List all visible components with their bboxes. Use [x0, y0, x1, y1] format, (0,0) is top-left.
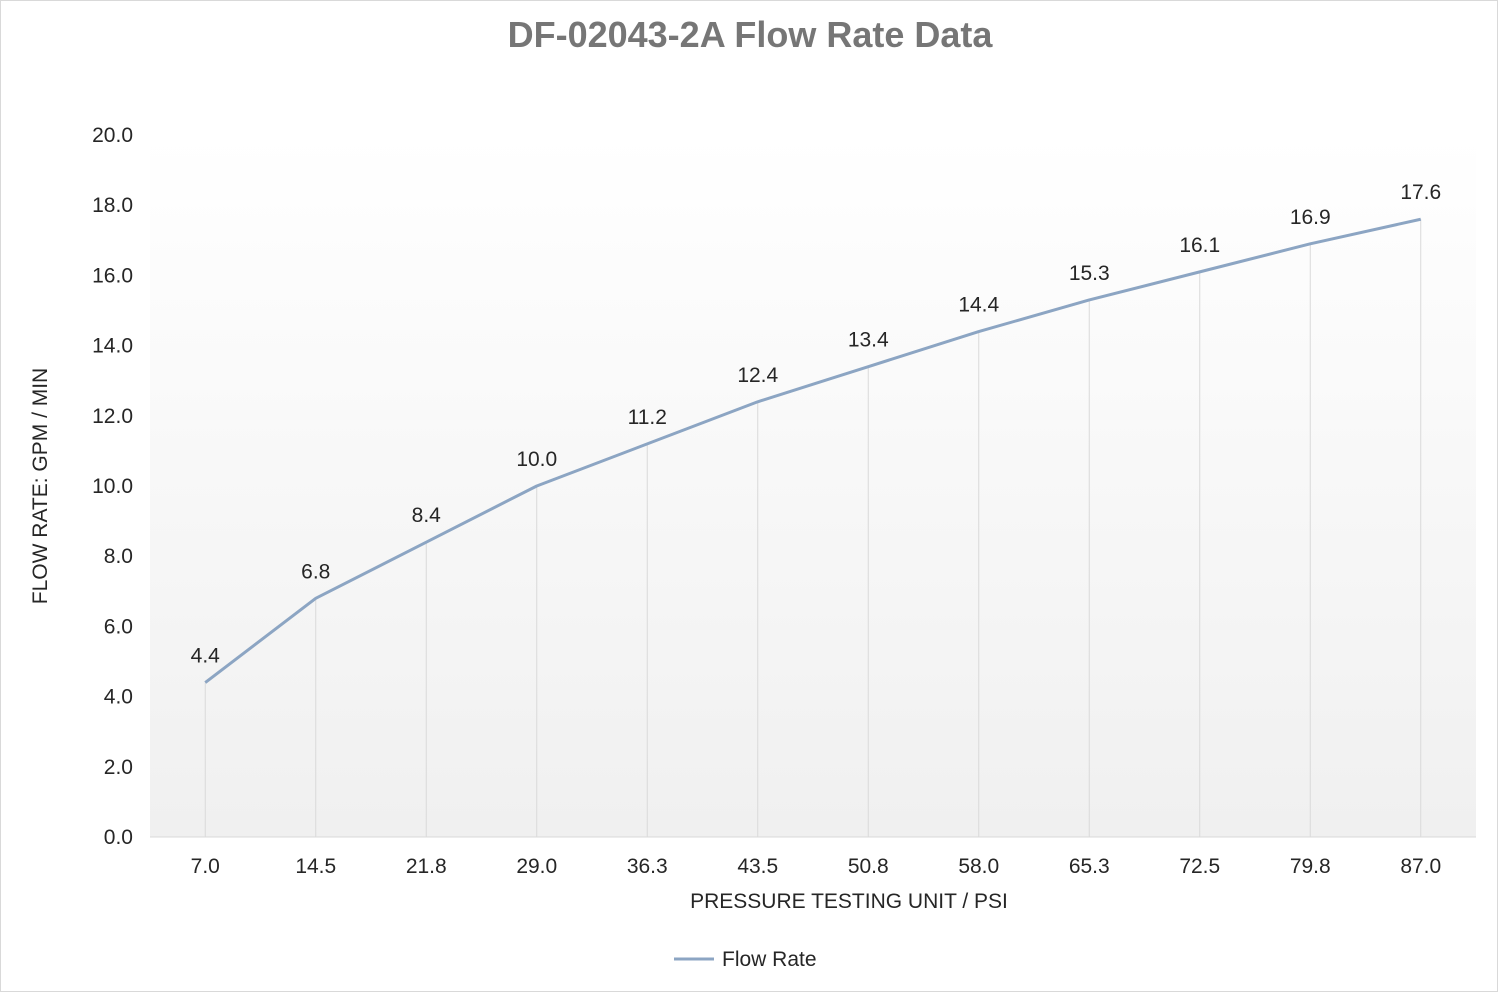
y-tick-label: 4.0 [104, 686, 133, 709]
y-tick-label: 8.0 [104, 545, 133, 568]
x-tick-label: 21.8 [406, 855, 447, 878]
data-label: 17.6 [1400, 181, 1441, 204]
data-label: 12.4 [737, 364, 778, 387]
data-label: 6.8 [301, 560, 330, 583]
y-tick-label: 14.0 [92, 335, 133, 358]
data-label: 16.1 [1179, 234, 1220, 257]
x-tick-label: 58.0 [958, 855, 999, 878]
x-tick-label: 14.5 [295, 855, 336, 878]
data-label: 16.9 [1290, 206, 1331, 229]
x-tick-label: 43.5 [737, 855, 778, 878]
plot-area [150, 135, 1476, 837]
data-label: 15.3 [1069, 262, 1110, 285]
data-label: 13.4 [848, 329, 889, 352]
data-label: 4.4 [191, 645, 221, 668]
legend-label-flow-rate: Flow Rate [722, 948, 817, 971]
data-label: 14.4 [958, 294, 999, 317]
x-tick-label: 36.3 [627, 855, 668, 878]
series-line-flow-rate [204, 217, 1422, 684]
x-tick-label: 29.0 [516, 855, 557, 878]
x-tick-label: 87.0 [1400, 855, 1441, 878]
x-tick-label: 7.0 [191, 855, 220, 878]
x-tick-label: 65.3 [1069, 855, 1110, 878]
y-tick-label: 16.0 [92, 264, 133, 287]
chart-title: DF-02043-2A Flow Rate Data [507, 14, 993, 55]
y-axis-ticks: 0.0 2.0 4.0 6.0 8.0 10.0 12.0 14.0 16.0 18.0 20.0 [92, 124, 133, 849]
x-axis-title: PRESSURE TESTING UNIT / PSI [690, 890, 1008, 913]
x-tick-label: 79.8 [1290, 855, 1331, 878]
y-tick-label: 12.0 [92, 405, 133, 428]
data-label: 10.0 [516, 448, 557, 471]
y-tick-label: 2.0 [104, 756, 133, 779]
y-tick-label: 0.0 [104, 826, 133, 849]
y-tick-label: 18.0 [92, 194, 133, 217]
y-tick-label: 20.0 [92, 124, 133, 147]
x-tick-label: 50.8 [848, 855, 889, 878]
x-tick-label: 72.5 [1179, 855, 1220, 878]
y-axis-title: FLOW RATE: GPM / MIN [29, 368, 52, 604]
data-label: 11.2 [628, 406, 667, 429]
data-labels: 4.4 6.8 8.4 10.0 11.2 12.4 13.4 14.4 15.3 16.1 16.… [191, 181, 1442, 667]
drop-lines [204, 219, 1422, 837]
data-label: 8.4 [412, 504, 442, 527]
y-tick-label: 6.0 [104, 615, 133, 638]
x-axis-ticks: 7.0 14.5 21.8 29.0 36.3 43.5 50.8 58.0 65.3 72.5 7… [191, 855, 1442, 878]
legend: Flow Rate [674, 948, 817, 971]
y-tick-label: 10.0 [92, 475, 133, 498]
